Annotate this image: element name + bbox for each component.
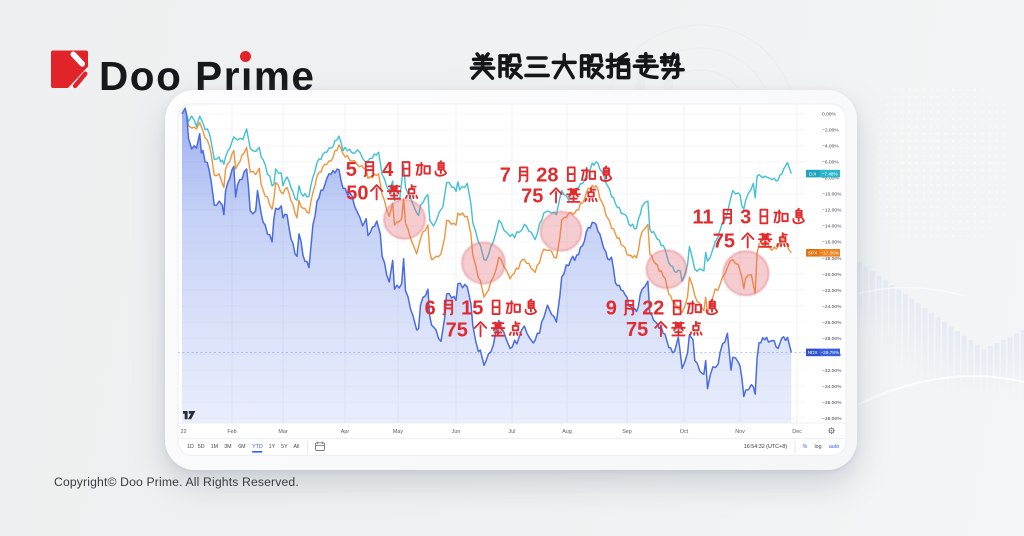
svg-text:−6.00%: −6.00% bbox=[822, 160, 839, 166]
svg-text:5: 5 bbox=[346, 159, 357, 181]
svg-text:5Y: 5Y bbox=[281, 444, 288, 450]
svg-text:May: May bbox=[393, 429, 403, 435]
svg-text:−26.00%: −26.00% bbox=[822, 320, 842, 326]
svg-text:DJI: DJI bbox=[809, 171, 816, 176]
svg-text:−8.00%: −8.00% bbox=[822, 176, 839, 182]
svg-text:75: 75 bbox=[446, 319, 468, 341]
svg-text:16:54:32 (UTC+8): 16:54:32 (UTC+8) bbox=[744, 444, 788, 450]
svg-text:22: 22 bbox=[642, 298, 664, 320]
svg-text:YTD: YTD bbox=[252, 444, 263, 450]
svg-text:Oct: Oct bbox=[680, 429, 689, 435]
svg-text:15: 15 bbox=[461, 298, 483, 320]
svg-text:Jul: Jul bbox=[509, 429, 516, 435]
svg-text:3M: 3M bbox=[224, 444, 231, 450]
svg-text:22: 22 bbox=[181, 429, 187, 435]
svg-text:−2.00%: −2.00% bbox=[822, 128, 839, 134]
svg-text:1D: 1D bbox=[187, 444, 194, 450]
svg-text:%: % bbox=[803, 444, 808, 450]
svg-text:6M: 6M bbox=[238, 444, 245, 450]
svg-text:−10.00%: −10.00% bbox=[822, 192, 842, 198]
svg-text:−12.00%: −12.00% bbox=[822, 208, 842, 214]
svg-text:0.00%: 0.00% bbox=[822, 112, 837, 118]
svg-text:Aug: Aug bbox=[562, 429, 572, 435]
svg-text:1Y: 1Y bbox=[269, 444, 276, 450]
svg-text:−16.00%: −16.00% bbox=[822, 240, 842, 246]
svg-text:Feb: Feb bbox=[227, 429, 236, 435]
svg-text:−28.00%: −28.00% bbox=[822, 336, 842, 342]
svg-text:11: 11 bbox=[692, 207, 713, 229]
svg-text:SPX: SPX bbox=[808, 251, 818, 256]
svg-text:5D: 5D bbox=[198, 444, 205, 450]
svg-text:Jun: Jun bbox=[452, 429, 461, 435]
svg-text:−18.00%: −18.00% bbox=[822, 256, 842, 262]
svg-text:50: 50 bbox=[346, 183, 368, 205]
svg-text:−17.36%: −17.36% bbox=[820, 251, 839, 256]
svg-text:All: All bbox=[294, 444, 300, 450]
svg-text:75: 75 bbox=[521, 186, 543, 208]
svg-text:Mar: Mar bbox=[278, 429, 287, 435]
svg-text:auto: auto bbox=[829, 444, 839, 450]
svg-text:28: 28 bbox=[536, 164, 558, 186]
svg-text:−4.00%: −4.00% bbox=[822, 144, 839, 150]
svg-text:7: 7 bbox=[500, 164, 511, 186]
svg-text:9: 9 bbox=[606, 298, 617, 320]
svg-text:Sep: Sep bbox=[622, 429, 632, 435]
svg-text:−36.00%: −36.00% bbox=[822, 400, 842, 406]
svg-text:−20.00%: −20.00% bbox=[822, 272, 842, 278]
svg-text:−29.78%: −29.78% bbox=[820, 350, 839, 355]
svg-text:−14.00%: −14.00% bbox=[822, 224, 842, 230]
svg-text:−24.00%: −24.00% bbox=[822, 304, 842, 310]
svg-text:−34.00%: −34.00% bbox=[822, 384, 842, 390]
svg-text:1M: 1M bbox=[211, 444, 218, 450]
svg-text:75: 75 bbox=[713, 231, 735, 253]
svg-text:log: log bbox=[814, 444, 821, 450]
svg-text:−32.00%: −32.00% bbox=[822, 368, 842, 374]
svg-text:−22.00%: −22.00% bbox=[822, 288, 842, 294]
svg-text:4: 4 bbox=[382, 159, 394, 181]
svg-text:−38.00%: −38.00% bbox=[822, 416, 842, 422]
svg-text:75: 75 bbox=[626, 319, 648, 341]
svg-text:Dec: Dec bbox=[792, 429, 802, 435]
svg-text:Nov: Nov bbox=[735, 429, 745, 435]
svg-text:NDX: NDX bbox=[808, 350, 819, 355]
svg-text:Apr: Apr bbox=[341, 429, 350, 435]
svg-text:−7.48%: −7.48% bbox=[822, 171, 838, 176]
svg-text:3: 3 bbox=[740, 207, 751, 229]
svg-text:6: 6 bbox=[425, 298, 436, 320]
